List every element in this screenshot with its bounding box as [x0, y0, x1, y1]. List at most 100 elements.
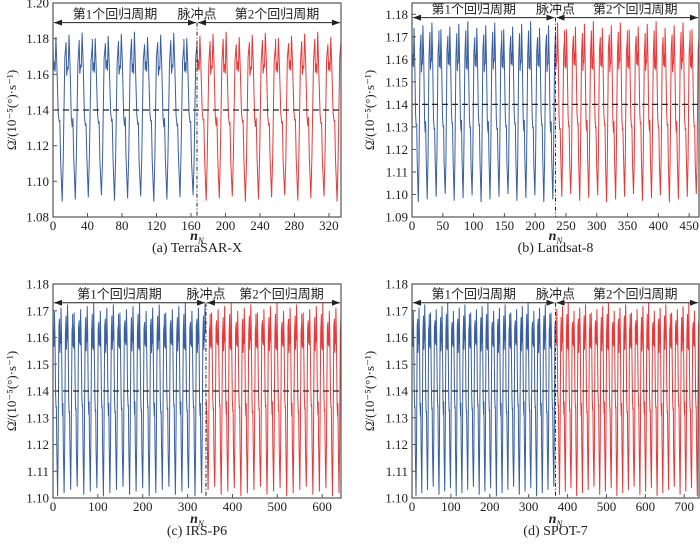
x-tick-label: 400: [223, 499, 243, 514]
x-axis-label-sub: N: [555, 519, 563, 529]
y-tick-label: 1.13: [385, 410, 408, 425]
x-axis-label: nN: [190, 229, 205, 246]
y-tick-label: 1.10: [385, 491, 408, 506]
x-axis-label-sub: N: [555, 236, 563, 246]
x-axis-label-main: n: [190, 512, 198, 527]
y-tick-label: 1.18: [385, 277, 408, 292]
x-tick-label: 200: [525, 218, 545, 233]
x-tick-label: 40: [81, 218, 94, 233]
x-axis-label-main: n: [549, 512, 557, 527]
x-tick-label: 500: [597, 499, 617, 514]
x-tick-label: 300: [178, 499, 198, 514]
y-tick-label: 1.11: [386, 464, 408, 479]
panel-title: (b) Landsat-8: [518, 241, 594, 256]
x-tick-label: 600: [636, 499, 656, 514]
panel-title: (d) SPOT-7: [523, 524, 587, 539]
x-tick-label: 240: [250, 218, 270, 233]
y-tick-label: 1.13: [385, 119, 408, 134]
x-tick-label: 300: [519, 499, 539, 514]
x-tick-label: 500: [268, 499, 288, 514]
x-tick-label: 120: [147, 218, 167, 233]
period-1-label: 第1个回归周期: [77, 287, 162, 302]
y-tick-label: 1.20: [26, 0, 49, 11]
y-axis-label: Ω̇/(10⁻⁵(°)·s⁻¹): [4, 70, 19, 150]
panel-b: 第1个回归周期 脉冲点 第2个回归周期 1.09 1.10 1.11 1.12 1.13 1.1…: [362, 2, 700, 256]
period-2-label: 第2个回归周期: [593, 2, 678, 17]
y-axis-label: Ω̇/(10⁻⁵(°)·s⁻¹): [362, 70, 377, 150]
pulse-label: 脉冲点: [536, 2, 575, 17]
series-period-1-line: [52, 302, 206, 497]
x-tick-label: 150: [495, 218, 515, 233]
x-tick-label: 100: [441, 499, 461, 514]
series-period-1-line: [411, 302, 556, 497]
x-tick-label: 200: [133, 499, 153, 514]
series-period-1-line: [52, 31, 198, 202]
y-tick-label: 1.18: [385, 7, 408, 22]
y-tick-label: 1.08: [26, 210, 49, 225]
x-tick-label: 50: [436, 218, 449, 233]
x-axis-label-sub: N: [197, 236, 205, 246]
series-period-1-line: [411, 21, 556, 203]
y-tick-label: 1.16: [26, 330, 49, 345]
x-axis-label: nN: [549, 229, 564, 246]
y-tick-label: 1.18: [26, 277, 49, 292]
y-tick-label: 1.10: [26, 491, 49, 506]
y-tick-label: 1.10: [385, 187, 408, 202]
x-tick-label: 400: [558, 499, 578, 514]
period-2-label: 第2个回归周期: [235, 7, 320, 22]
y-tick-label: 1.17: [26, 303, 49, 318]
x-tick-label: 80: [115, 218, 128, 233]
x-tick-label: 400: [649, 218, 669, 233]
x-tick-label: 0: [409, 499, 416, 514]
plot-frame: [411, 2, 700, 218]
y-tick-label: 1.12: [385, 142, 408, 157]
y-tick-label: 1.16: [385, 52, 408, 67]
y-tick-label: 1.12: [26, 437, 49, 452]
period-2-label: 第2个回归周期: [593, 287, 678, 302]
y-tick-label: 1.11: [386, 164, 408, 179]
x-tick-label: 280: [285, 218, 305, 233]
period-1-label: 第1个回归周期: [431, 2, 516, 17]
panel-title: (a) TerraSAR-X: [152, 241, 242, 256]
x-tick-label: 350: [618, 218, 638, 233]
x-axis-label: nN: [190, 512, 205, 529]
series-period-2-line: [555, 302, 700, 497]
y-tick-label: 1.17: [385, 29, 408, 44]
period-1-label: 第1个回归周期: [73, 7, 158, 22]
pulse-label: 脉冲点: [536, 287, 575, 302]
series-period-2-line: [555, 21, 700, 203]
x-tick-label: 0: [50, 499, 57, 514]
y-tick-label: 1.14: [385, 97, 408, 112]
pulse-label: 脉冲点: [186, 287, 225, 302]
x-tick-label: 100: [88, 499, 108, 514]
panel-d: 第1个回归周期 脉冲点 第2个回归周期 1.10 1.11 1.12 1.13 1.14 1.1…: [362, 277, 700, 539]
y-axis-label: Ω̇/(10⁻⁵(°)·s⁻¹): [362, 351, 377, 431]
y-tick-label: 1.16: [26, 67, 49, 82]
series-period-2-line: [196, 31, 342, 202]
y-tick-label: 1.12: [26, 138, 49, 153]
x-tick-label: 0: [409, 218, 416, 233]
y-tick-label: 1.14: [26, 384, 49, 399]
x-tick-label: 300: [587, 218, 607, 233]
panel-c: 第1个回归周期 脉冲点 第2个回归周期 1.10 1.11 1.12 1.13 1.14 1.1…: [4, 277, 342, 539]
y-tick-label: 1.15: [26, 357, 49, 372]
x-tick-label: 250: [556, 218, 576, 233]
y-tick-label: 1.13: [26, 410, 49, 425]
x-axis-label-sub: N: [197, 519, 205, 529]
pulse-label: 脉冲点: [177, 7, 216, 22]
x-tick-label: 600: [312, 499, 332, 514]
x-tick-label: 320: [319, 218, 339, 233]
x-tick-label: 700: [674, 499, 694, 514]
y-tick-label: 1.18: [26, 31, 49, 46]
x-axis-label-main: n: [549, 229, 557, 244]
series-period-2-line: [205, 302, 342, 497]
y-tick-label: 1.12: [385, 437, 408, 452]
panel-title: (c) IRS-P6: [167, 524, 227, 539]
y-tick-label: 1.09: [385, 210, 408, 225]
x-tick-label: 0: [50, 218, 57, 233]
y-axis-label: Ω̇/(10⁻⁵(°)·s⁻¹): [4, 351, 19, 431]
period-1-label: 第1个回归周期: [431, 287, 516, 302]
y-tick-label: 1.17: [385, 303, 408, 318]
y-tick-label: 1.10: [26, 174, 49, 189]
panel-a: 第1个回归周期 脉冲点 第2个回归周期 1.08 1.10 1.12 1.14 1.16 1.1…: [4, 0, 342, 256]
